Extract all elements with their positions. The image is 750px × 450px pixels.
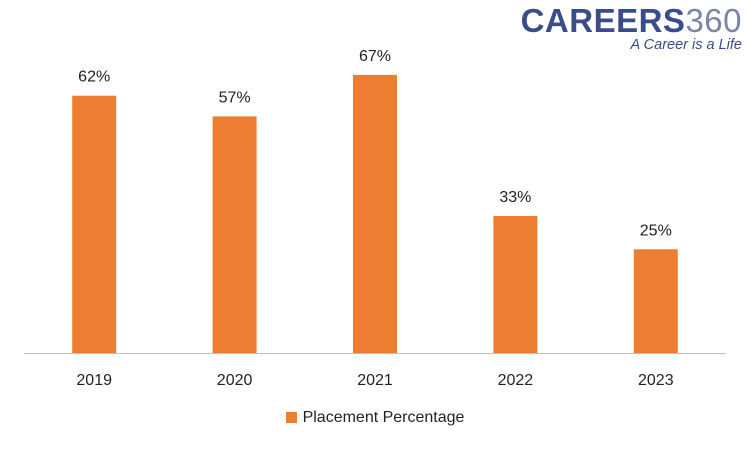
data-label-2019: 62% (78, 69, 110, 86)
x-tick-label-2023: 2023 (638, 372, 674, 389)
x-tick-label-2019: 2019 (76, 372, 112, 389)
bar-2022 (493, 216, 538, 353)
data-label-2023: 25% (640, 222, 672, 239)
x-tick-label-2022: 2022 (498, 372, 534, 389)
bar-2020 (212, 116, 257, 354)
x-tick-label-2021: 2021 (357, 372, 393, 389)
logo-number: 360 (685, 2, 742, 39)
careers360-logo: CAREERS360 A Career is a Life (521, 4, 742, 53)
bar-2023 (633, 249, 678, 354)
logo-main-text: CAREERS (520, 2, 686, 39)
bar-2021 (353, 74, 397, 354)
x-tick-label-2020: 2020 (217, 372, 253, 389)
data-label-2020: 57% (219, 89, 251, 106)
bar-2019 (72, 95, 117, 353)
chart-legend: Placement Percentage (0, 409, 750, 427)
legend-swatch (285, 412, 297, 423)
logo-tagline: A Career is a Life (630, 37, 742, 53)
data-label-2022: 33% (499, 189, 531, 206)
legend-label: Placement Percentage (302, 409, 465, 426)
data-label-2021: 67% (359, 48, 391, 65)
logo-wordmark: CAREERS360 (521, 4, 742, 38)
